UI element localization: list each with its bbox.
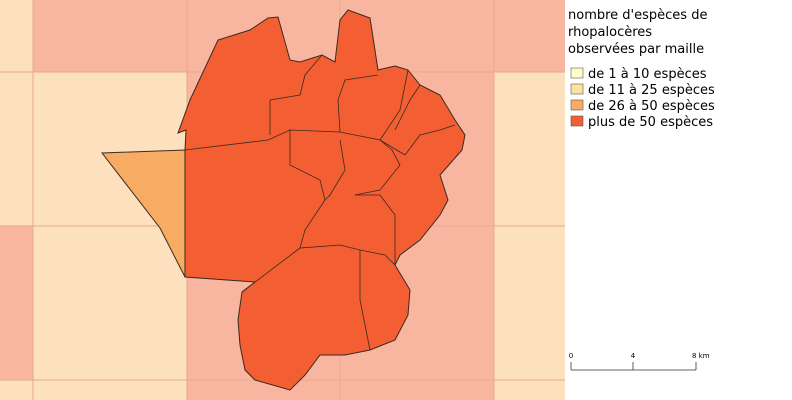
legend-label: de 1 à 10 espèces [588, 67, 707, 82]
legend-swatch [570, 67, 584, 79]
legend-swatch [570, 115, 584, 127]
legend-title: rhopalocères [568, 25, 652, 40]
legend-label: plus de 50 espèces [588, 115, 713, 130]
communes [101, 9, 466, 391]
legend-label: de 26 à 50 espèces [588, 99, 715, 114]
scale-label: 8 km [692, 352, 710, 360]
legend-title: nombre d'espèces de [568, 8, 707, 23]
legend-swatch [570, 99, 584, 111]
scale-label: 4 [631, 352, 636, 360]
legend-label: de 11 à 25 espèces [588, 83, 715, 98]
legend-title: observées par maille [568, 42, 704, 57]
scale-label: 0 [569, 352, 573, 360]
scale-bar: 0 4 8 km [569, 352, 710, 371]
legend: nombre d'espèces de rhopalocères observé… [568, 8, 715, 130]
legend-swatch [570, 83, 584, 95]
